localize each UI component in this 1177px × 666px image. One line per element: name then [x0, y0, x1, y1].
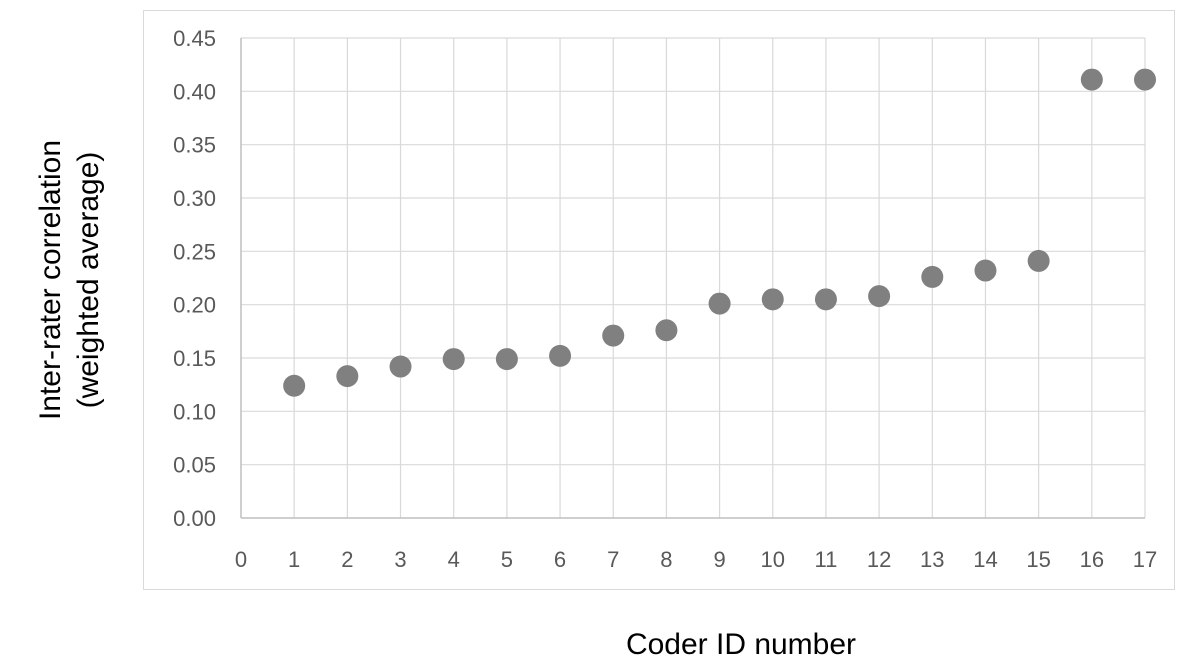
- data-point: [708, 292, 731, 315]
- y-tick-label: 0.20: [173, 293, 216, 318]
- data-point: [549, 344, 572, 367]
- y-tick-label: 0.35: [173, 133, 216, 158]
- y-tick-label: 0.10: [173, 399, 216, 424]
- x-tick-label: 9: [713, 547, 725, 572]
- data-point: [389, 355, 412, 378]
- data-point: [1027, 249, 1050, 272]
- x-tick-label: 1: [288, 547, 300, 572]
- data-point: [868, 285, 891, 308]
- x-tick-label: 6: [554, 547, 566, 572]
- y-tick-label: 0.00: [173, 506, 216, 531]
- data-point: [974, 259, 997, 282]
- x-axis-title: Coder ID number: [625, 628, 857, 661]
- x-tick-label: 2: [341, 547, 353, 572]
- data-point: [1080, 68, 1103, 91]
- data-point: [761, 288, 784, 311]
- x-tick-label: 15: [1026, 547, 1050, 572]
- x-tick-label: 10: [761, 547, 785, 572]
- data-point: [336, 365, 359, 388]
- y-tick-label: 0.40: [173, 79, 216, 104]
- x-tick-label: 4: [448, 547, 460, 572]
- data-point: [814, 288, 837, 311]
- data-point: [602, 324, 625, 347]
- x-tick-label: 12: [867, 547, 891, 572]
- data-point: [655, 319, 678, 342]
- data-point: [1134, 68, 1156, 91]
- x-tick-label: 17: [1133, 547, 1157, 572]
- x-tick-label: 14: [973, 547, 997, 572]
- y-tick-label: 0.15: [173, 346, 216, 371]
- x-tick-label: 5: [501, 547, 513, 572]
- x-tick-label: 11: [815, 547, 838, 572]
- y-tick-label: 0.45: [173, 26, 216, 51]
- x-tick-label: 13: [920, 547, 944, 572]
- y-tick-label: 0.25: [173, 239, 216, 264]
- y-tick-label: 0.30: [173, 186, 216, 211]
- y-axis-title-line-2: (weighted average): [72, 151, 105, 409]
- y-tick-label: 0.05: [173, 453, 216, 478]
- chart-frame: [143, 10, 1175, 590]
- x-tick-label: 16: [1080, 547, 1104, 572]
- y-axis-title-line-1: Inter-rater correlation: [34, 139, 67, 421]
- data-point: [442, 348, 465, 371]
- x-tick-label: 8: [660, 547, 672, 572]
- data-point: [283, 374, 306, 397]
- x-tick-label: 3: [394, 547, 406, 572]
- x-tick-label: 7: [607, 547, 619, 572]
- data-point: [921, 265, 944, 288]
- x-tick-label: 0: [235, 547, 247, 572]
- data-point: [495, 348, 518, 371]
